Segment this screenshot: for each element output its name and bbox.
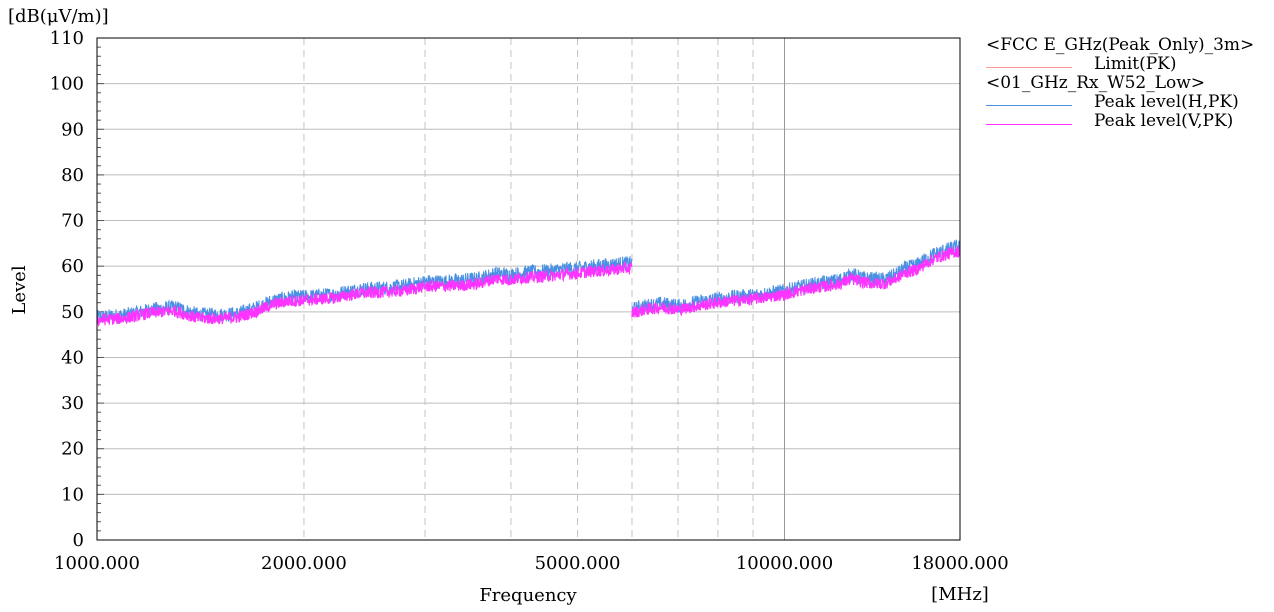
legend-swatch bbox=[986, 67, 1072, 68]
y-tick-label: 50 bbox=[61, 302, 84, 323]
legend-swatch bbox=[986, 105, 1072, 106]
y-tick-label: 10 bbox=[61, 484, 84, 505]
plot-area-frame bbox=[96, 37, 961, 541]
x-unit-label: [MHz] bbox=[931, 584, 989, 605]
y-minor-ticks bbox=[97, 37, 104, 541]
x-tick-label: 1000.000 bbox=[54, 553, 140, 574]
y-tick-label: 100 bbox=[50, 74, 84, 95]
legend-label: Limit(PK) bbox=[1094, 54, 1177, 74]
legend-swatch bbox=[986, 124, 1072, 125]
legend-entry: Limit(PK) bbox=[986, 55, 1270, 74]
legend-group-title: <01_GHz_Rx_W52_Low> bbox=[986, 73, 1206, 93]
series-segment-1 bbox=[96, 260, 633, 328]
y-tick-label: 40 bbox=[61, 347, 84, 368]
y-tick-label: 0 bbox=[73, 530, 84, 551]
x-tick-label: 2000.000 bbox=[261, 553, 347, 574]
x-tick-label: 18000.000 bbox=[911, 553, 1008, 574]
x-tick-labels: 1000.000 2000.000 5000.000 10000.000 18000.0… bbox=[54, 553, 1009, 574]
legend-entry: Peak level(H,PK) bbox=[986, 93, 1270, 112]
series-peak-level-v bbox=[96, 245, 961, 328]
y-tick-label: 20 bbox=[61, 439, 84, 460]
y-tick-label: 60 bbox=[61, 256, 84, 277]
series-layer bbox=[96, 239, 961, 328]
x-tick-label: 10000.000 bbox=[736, 553, 833, 574]
legend-group-title: <FCC E_GHz(Peak_Only)_3m> bbox=[986, 35, 1255, 55]
y-tick-label: 90 bbox=[61, 119, 84, 140]
legend: <FCC E_GHz(Peak_Only)_3m> Limit(PK) <01_GH… bbox=[986, 36, 1270, 131]
x-tick-label: 5000.000 bbox=[535, 553, 621, 574]
y-unit-label: [dB(μV/m)] bbox=[8, 6, 109, 27]
vertical-gridlines bbox=[303, 38, 786, 540]
horizontal-gridlines bbox=[97, 83, 960, 495]
series-segment-2 bbox=[631, 245, 961, 319]
x-axis-title: Frequency bbox=[479, 585, 577, 606]
legend-label: Peak level(V,PK) bbox=[1094, 111, 1234, 131]
y-tick-labels: 0 10 20 30 40 50 60 70 80 90 100 110 bbox=[50, 28, 84, 551]
y-tick-label: 110 bbox=[50, 28, 84, 49]
y-tick-label: 30 bbox=[61, 393, 84, 414]
y-axis-title: Level bbox=[9, 265, 30, 314]
series-segment-2 bbox=[631, 239, 961, 316]
y-tick-label: 80 bbox=[61, 165, 84, 186]
legend-label: Peak level(H,PK) bbox=[1094, 92, 1239, 112]
legend-entry: Peak level(V,PK) bbox=[986, 112, 1270, 131]
y-tick-label: 70 bbox=[61, 211, 84, 232]
